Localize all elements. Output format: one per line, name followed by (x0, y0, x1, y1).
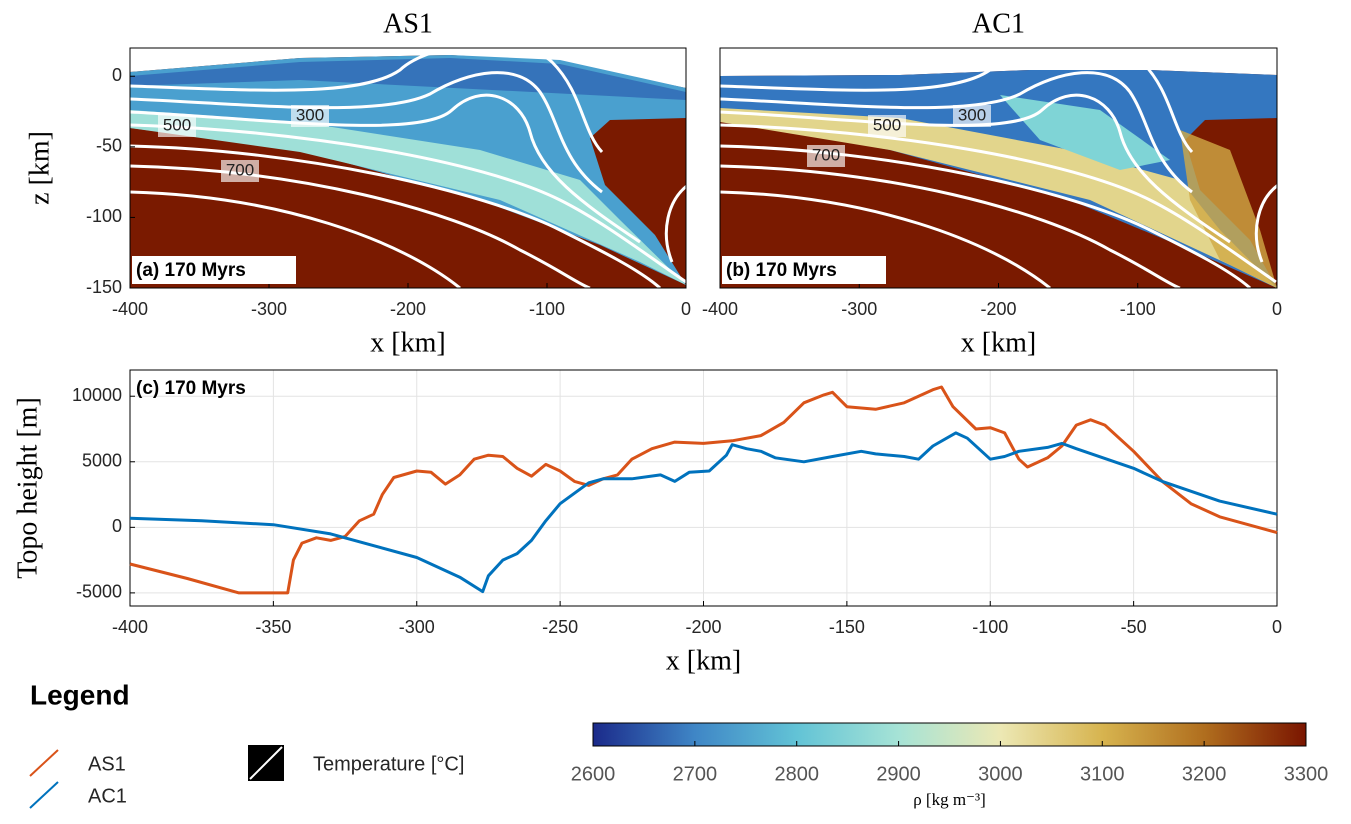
annotation-text: (b) 170 Myrs (726, 260, 837, 281)
x-tick-label: 2900 (876, 763, 921, 785)
x-tick-label: 2700 (673, 763, 718, 785)
y-tick-label: 5000 (82, 451, 122, 471)
annotation: (b) 170 Myrs (722, 256, 886, 284)
annotation-text: (c) 170 Myrs (136, 378, 246, 399)
legend-icon (249, 746, 283, 780)
x-tick-label: -300 (251, 299, 287, 319)
x-tick-label: -400 (702, 299, 738, 319)
line-series (129, 431, 1278, 594)
y-tick-label: 0 (112, 516, 122, 536)
contour-label-box (221, 160, 259, 182)
line-series (129, 385, 1278, 595)
x-tick-label: -200 (390, 299, 426, 319)
x-tick-label: -100 (529, 299, 565, 319)
contour-label-box (291, 105, 329, 127)
x-tick-label: -150 (829, 617, 865, 637)
y-tick-label: 0 (112, 65, 122, 85)
y-axis-label: z [km] (24, 131, 55, 205)
contour-label: 500 (163, 115, 191, 134)
x-tick-label: -400 (112, 299, 148, 319)
x-tick-label: 3000 (978, 763, 1023, 785)
contour-label: 700 (226, 160, 254, 179)
x-tick-label: -100 (972, 617, 1008, 637)
x-axis-label: ρ [kg m⁻³] (913, 790, 986, 809)
x-tick-label: -350 (255, 617, 291, 637)
axes-box (129, 369, 1278, 607)
y-tick-label: -100 (86, 206, 122, 226)
x-tick-label: 3200 (1182, 763, 1227, 785)
x-tick-label: -200 (685, 617, 721, 637)
x-axis-label: x [km] (370, 327, 445, 358)
x-tick-label: 0 (681, 299, 691, 319)
x-tick-label: -250 (542, 617, 578, 637)
x-axis-label: x [km] (666, 645, 741, 676)
legend-label: AC1 (88, 785, 127, 807)
x-tick-label: 2800 (774, 763, 819, 785)
x-tick-label: 3300 (1284, 763, 1329, 785)
annotation-box (132, 256, 296, 284)
x-tick-label: -300 (399, 617, 435, 637)
y-axis-label: Topo height [m] (12, 397, 43, 579)
contour-label: 700 (812, 145, 840, 164)
x-axis-label: x [km] (961, 327, 1036, 358)
legend-icon (29, 749, 59, 777)
annotation-box (722, 256, 886, 284)
x-tick-label: 0 (1272, 299, 1282, 319)
x-tick-label: 2600 (571, 763, 616, 785)
annotation-text: (a) 170 Myrs (136, 260, 246, 281)
x-tick-label: -50 (1121, 617, 1147, 637)
x-tick-label: -100 (1120, 299, 1156, 319)
contour-label: 300 (296, 105, 324, 124)
contour-label-box (953, 105, 991, 127)
contour-label-box (158, 115, 196, 137)
panel-title: AS1 (383, 8, 433, 39)
x-tick-label: -400 (112, 617, 148, 637)
contour-label-box (807, 145, 845, 167)
legend-label: AS1 (88, 753, 126, 775)
y-tick-label: -50 (96, 136, 122, 156)
y-tick-label: 10000 (72, 385, 122, 405)
y-tick-label: -5000 (76, 582, 122, 602)
axes-box (592, 722, 1307, 747)
legend-icon (29, 781, 59, 809)
legend-title: Legend (30, 679, 130, 710)
axes-box (719, 47, 1278, 289)
axes-box (129, 47, 687, 289)
legend-label: Temperature [°C] (313, 753, 464, 775)
x-tick-label: -300 (841, 299, 877, 319)
x-tick-label: 0 (1272, 617, 1282, 637)
panel-title: AC1 (972, 8, 1025, 39)
annotation: (c) 170 Myrs (136, 378, 246, 399)
x-tick-label: -200 (980, 299, 1016, 319)
y-tick-label: -150 (86, 277, 122, 297)
contour-label-box (868, 115, 906, 137)
annotation: (a) 170 Myrs (132, 256, 296, 284)
contour-label: 500 (873, 115, 901, 134)
contour-label: 300 (958, 105, 986, 124)
colorbar (593, 723, 1306, 746)
x-tick-label: 3100 (1080, 763, 1125, 785)
